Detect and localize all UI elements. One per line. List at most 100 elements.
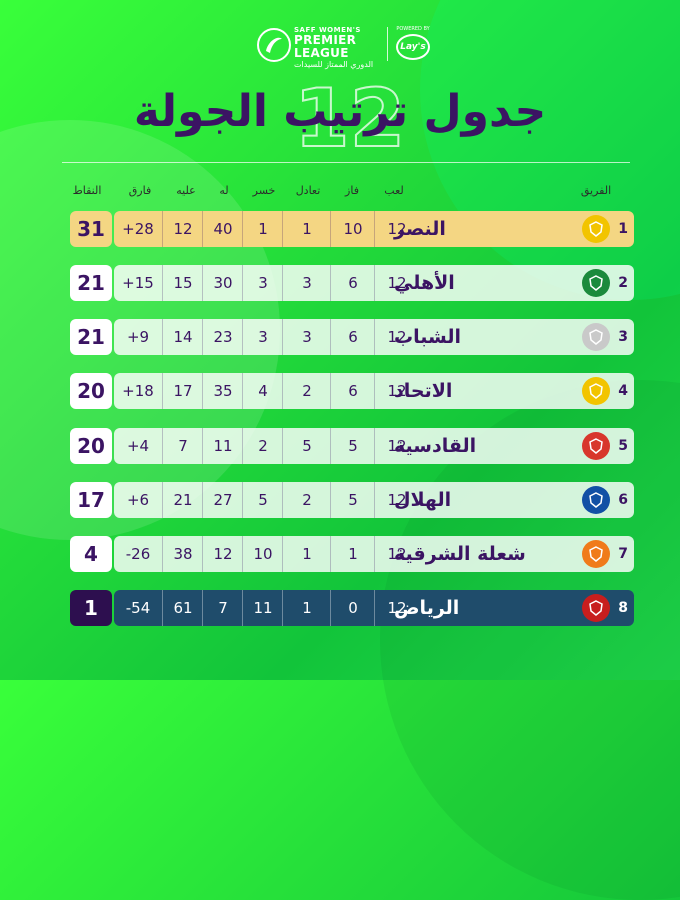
for-cell: 30 xyxy=(202,265,243,301)
col-won: فاز xyxy=(345,184,359,197)
row-bar xyxy=(114,373,634,409)
lost-cell: 10 xyxy=(242,536,283,572)
for-cell: 40 xyxy=(202,211,243,247)
team-crest-icon xyxy=(582,486,610,514)
table-row: 1 -54 61 7 11 1 0 12 الرياض 8 xyxy=(70,590,634,626)
round-number: 12 xyxy=(293,71,406,166)
table-row: 20 +18 17 35 4 2 6 12 الاتحاد 4 xyxy=(70,373,634,409)
league-big-text: PREMIER LEAGUE xyxy=(294,33,357,60)
points-value: 20 xyxy=(70,373,112,409)
team-name: الهلال xyxy=(394,489,452,511)
diff-cell: +9 xyxy=(126,328,150,346)
col-team: الفريق xyxy=(580,184,612,197)
points-value: 20 xyxy=(70,428,112,464)
won-cell: 6 xyxy=(330,265,375,301)
team-crest-icon xyxy=(582,540,610,568)
lost-cell: 3 xyxy=(242,319,283,355)
league-logo-icon xyxy=(257,28,291,62)
table-row: 20 +4 7 11 2 5 5 12 القادسية 5 xyxy=(70,428,634,464)
lost-cell: 11 xyxy=(242,590,283,626)
league-name: SAFF WOMEN'S PREMIER LEAGUE الدوري الممت… xyxy=(294,26,382,69)
against-cell: 12 xyxy=(162,211,203,247)
row-bar xyxy=(114,211,634,247)
lost-cell: 5 xyxy=(242,482,283,518)
for-cell: 23 xyxy=(202,319,243,355)
team-crest-icon xyxy=(582,323,610,351)
team-name: شعلة الشرقية xyxy=(394,543,526,565)
points-value: 21 xyxy=(70,265,112,301)
rank-number: 2 xyxy=(618,275,628,291)
rank-number: 3 xyxy=(618,329,628,345)
table-row: 4 -26 38 12 10 1 1 12 شعلة الشرقية 7 xyxy=(70,536,634,572)
league-small-text: SAFF WOMEN'S xyxy=(294,26,361,34)
row-bar xyxy=(114,319,634,355)
table-row: 21 +15 15 30 3 3 6 12 الأهلي 2 xyxy=(70,265,634,301)
won-cell: 5 xyxy=(330,482,375,518)
for-cell: 27 xyxy=(202,482,243,518)
drawn-cell: 1 xyxy=(282,536,331,572)
col-drawn: تعادل xyxy=(295,184,321,197)
team-name: الأهلي xyxy=(394,272,455,294)
diff-cell: +18 xyxy=(122,382,154,400)
rank-number: 4 xyxy=(618,383,628,399)
table-row: 31 +28 12 40 1 1 10 12 النصر 1 xyxy=(70,211,634,247)
played-cell: 12 xyxy=(374,319,419,355)
team-crest-icon xyxy=(582,594,610,622)
team-crest-icon xyxy=(582,269,610,297)
against-cell: 15 xyxy=(162,265,203,301)
played-cell: 12 xyxy=(374,482,419,518)
table-header: الفريق لعب فاز تعادل خسر له عليه فارق ال… xyxy=(0,184,680,200)
drawn-cell: 5 xyxy=(282,428,331,464)
points-value: 21 xyxy=(70,319,112,355)
team-name: الشباب xyxy=(394,326,461,348)
team-name: النصر xyxy=(394,218,446,240)
header: SAFF WOMEN'S PREMIER LEAGUE الدوري الممت… xyxy=(0,22,680,72)
for-cell: 35 xyxy=(202,373,243,409)
drawn-cell: 1 xyxy=(282,590,331,626)
row-bar xyxy=(114,590,634,626)
won-cell: 6 xyxy=(330,319,375,355)
played-cell: 12 xyxy=(374,265,419,301)
rank-number: 1 xyxy=(618,221,628,237)
against-cell: 38 xyxy=(162,536,203,572)
diff-cell: +28 xyxy=(122,220,154,238)
team-name: الاتحاد xyxy=(394,380,453,402)
for-cell: 11 xyxy=(202,428,243,464)
rank-number: 7 xyxy=(618,546,628,562)
rank-number: 6 xyxy=(618,492,628,508)
points-value: 31 xyxy=(70,211,112,247)
won-cell: 5 xyxy=(330,428,375,464)
lost-cell: 2 xyxy=(242,428,283,464)
table-row: 17 +6 21 27 5 2 5 12 الهلال 6 xyxy=(70,482,634,518)
drawn-cell: 2 xyxy=(282,482,331,518)
won-cell: 1 xyxy=(330,536,375,572)
against-cell: 17 xyxy=(162,373,203,409)
against-cell: 61 xyxy=(162,590,203,626)
col-played: لعب xyxy=(384,184,404,197)
league-arabic-text: الدوري الممتاز للسيدات xyxy=(294,60,374,69)
team-crest-icon xyxy=(582,432,610,460)
drawn-cell: 2 xyxy=(282,373,331,409)
won-cell: 0 xyxy=(330,590,375,626)
diff-cell: -54 xyxy=(125,599,151,617)
team-name: القادسية xyxy=(394,435,477,457)
sponsor-label: POWERED BY xyxy=(396,26,430,32)
points-value: 1 xyxy=(70,590,112,626)
row-bar xyxy=(114,428,634,464)
diff-cell: +6 xyxy=(126,491,150,509)
col-points: النقاط xyxy=(72,184,102,197)
for-cell: 7 xyxy=(202,590,243,626)
lost-cell: 4 xyxy=(242,373,283,409)
page-title: جدول ترتيب الجولة xyxy=(133,86,547,137)
team-crest-icon xyxy=(582,215,610,243)
for-cell: 12 xyxy=(202,536,243,572)
table-row: 21 +9 14 23 3 3 6 12 الشباب 3 xyxy=(70,319,634,355)
played-cell: 12 xyxy=(374,373,419,409)
rank-number: 8 xyxy=(618,600,628,616)
won-cell: 6 xyxy=(330,373,375,409)
divider xyxy=(62,162,630,163)
sponsor-logo: Lay's xyxy=(396,34,430,60)
drawn-cell: 3 xyxy=(282,265,331,301)
lost-cell: 3 xyxy=(242,265,283,301)
row-bar xyxy=(114,536,634,572)
